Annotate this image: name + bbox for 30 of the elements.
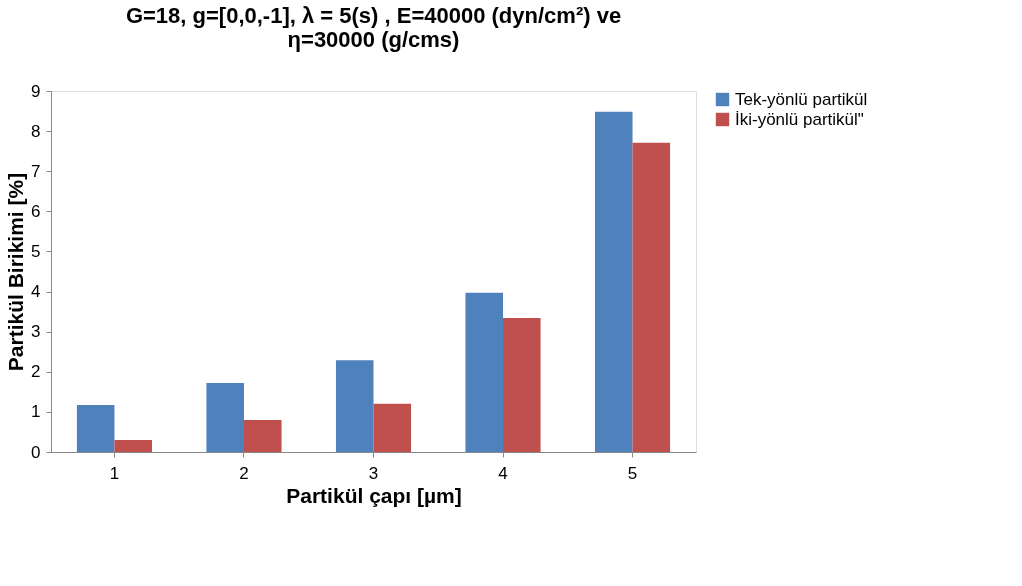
y-tick-label: 9 xyxy=(31,81,41,101)
y-tick-label: 7 xyxy=(31,161,41,181)
chart-title: G=18, g=[0,0,-1], λ = 5(s) , E=40000 (dyn/cm²) ve η=30000 (g/cms) xyxy=(125,3,622,52)
y-tick-label: 5 xyxy=(31,241,41,261)
x-tick-label: 4 xyxy=(498,463,508,483)
legend-label: Tek-yönlü partikül xyxy=(735,89,868,109)
legend-label: İki-yönlü partikül" xyxy=(735,109,864,129)
y-tick-label: 3 xyxy=(31,322,41,342)
y-tick-label: 4 xyxy=(31,282,41,302)
bar xyxy=(594,111,633,452)
bar xyxy=(503,318,541,452)
y-tick-label: 6 xyxy=(31,201,41,221)
x-tick-label: 1 xyxy=(109,463,120,483)
bar xyxy=(465,292,504,452)
bar xyxy=(335,360,374,452)
x-axis-title: Partikül çapı [µm] xyxy=(286,483,462,507)
x-tick-label: 3 xyxy=(368,463,379,483)
x-tick-label: 5 xyxy=(627,463,638,483)
bar xyxy=(632,142,671,452)
bar xyxy=(114,439,153,452)
y-axis-title: Partikül Birikimi [%] xyxy=(4,172,28,372)
bar xyxy=(206,383,244,452)
bar xyxy=(373,403,412,452)
y-tick-label: 8 xyxy=(31,121,41,141)
y-tick-label: 2 xyxy=(31,362,41,382)
x-tick-label: 2 xyxy=(239,463,249,483)
y-tick-label: 0 xyxy=(31,442,41,462)
y-tick-label: 1 xyxy=(31,402,41,422)
bar xyxy=(243,419,282,452)
bar xyxy=(76,405,115,452)
